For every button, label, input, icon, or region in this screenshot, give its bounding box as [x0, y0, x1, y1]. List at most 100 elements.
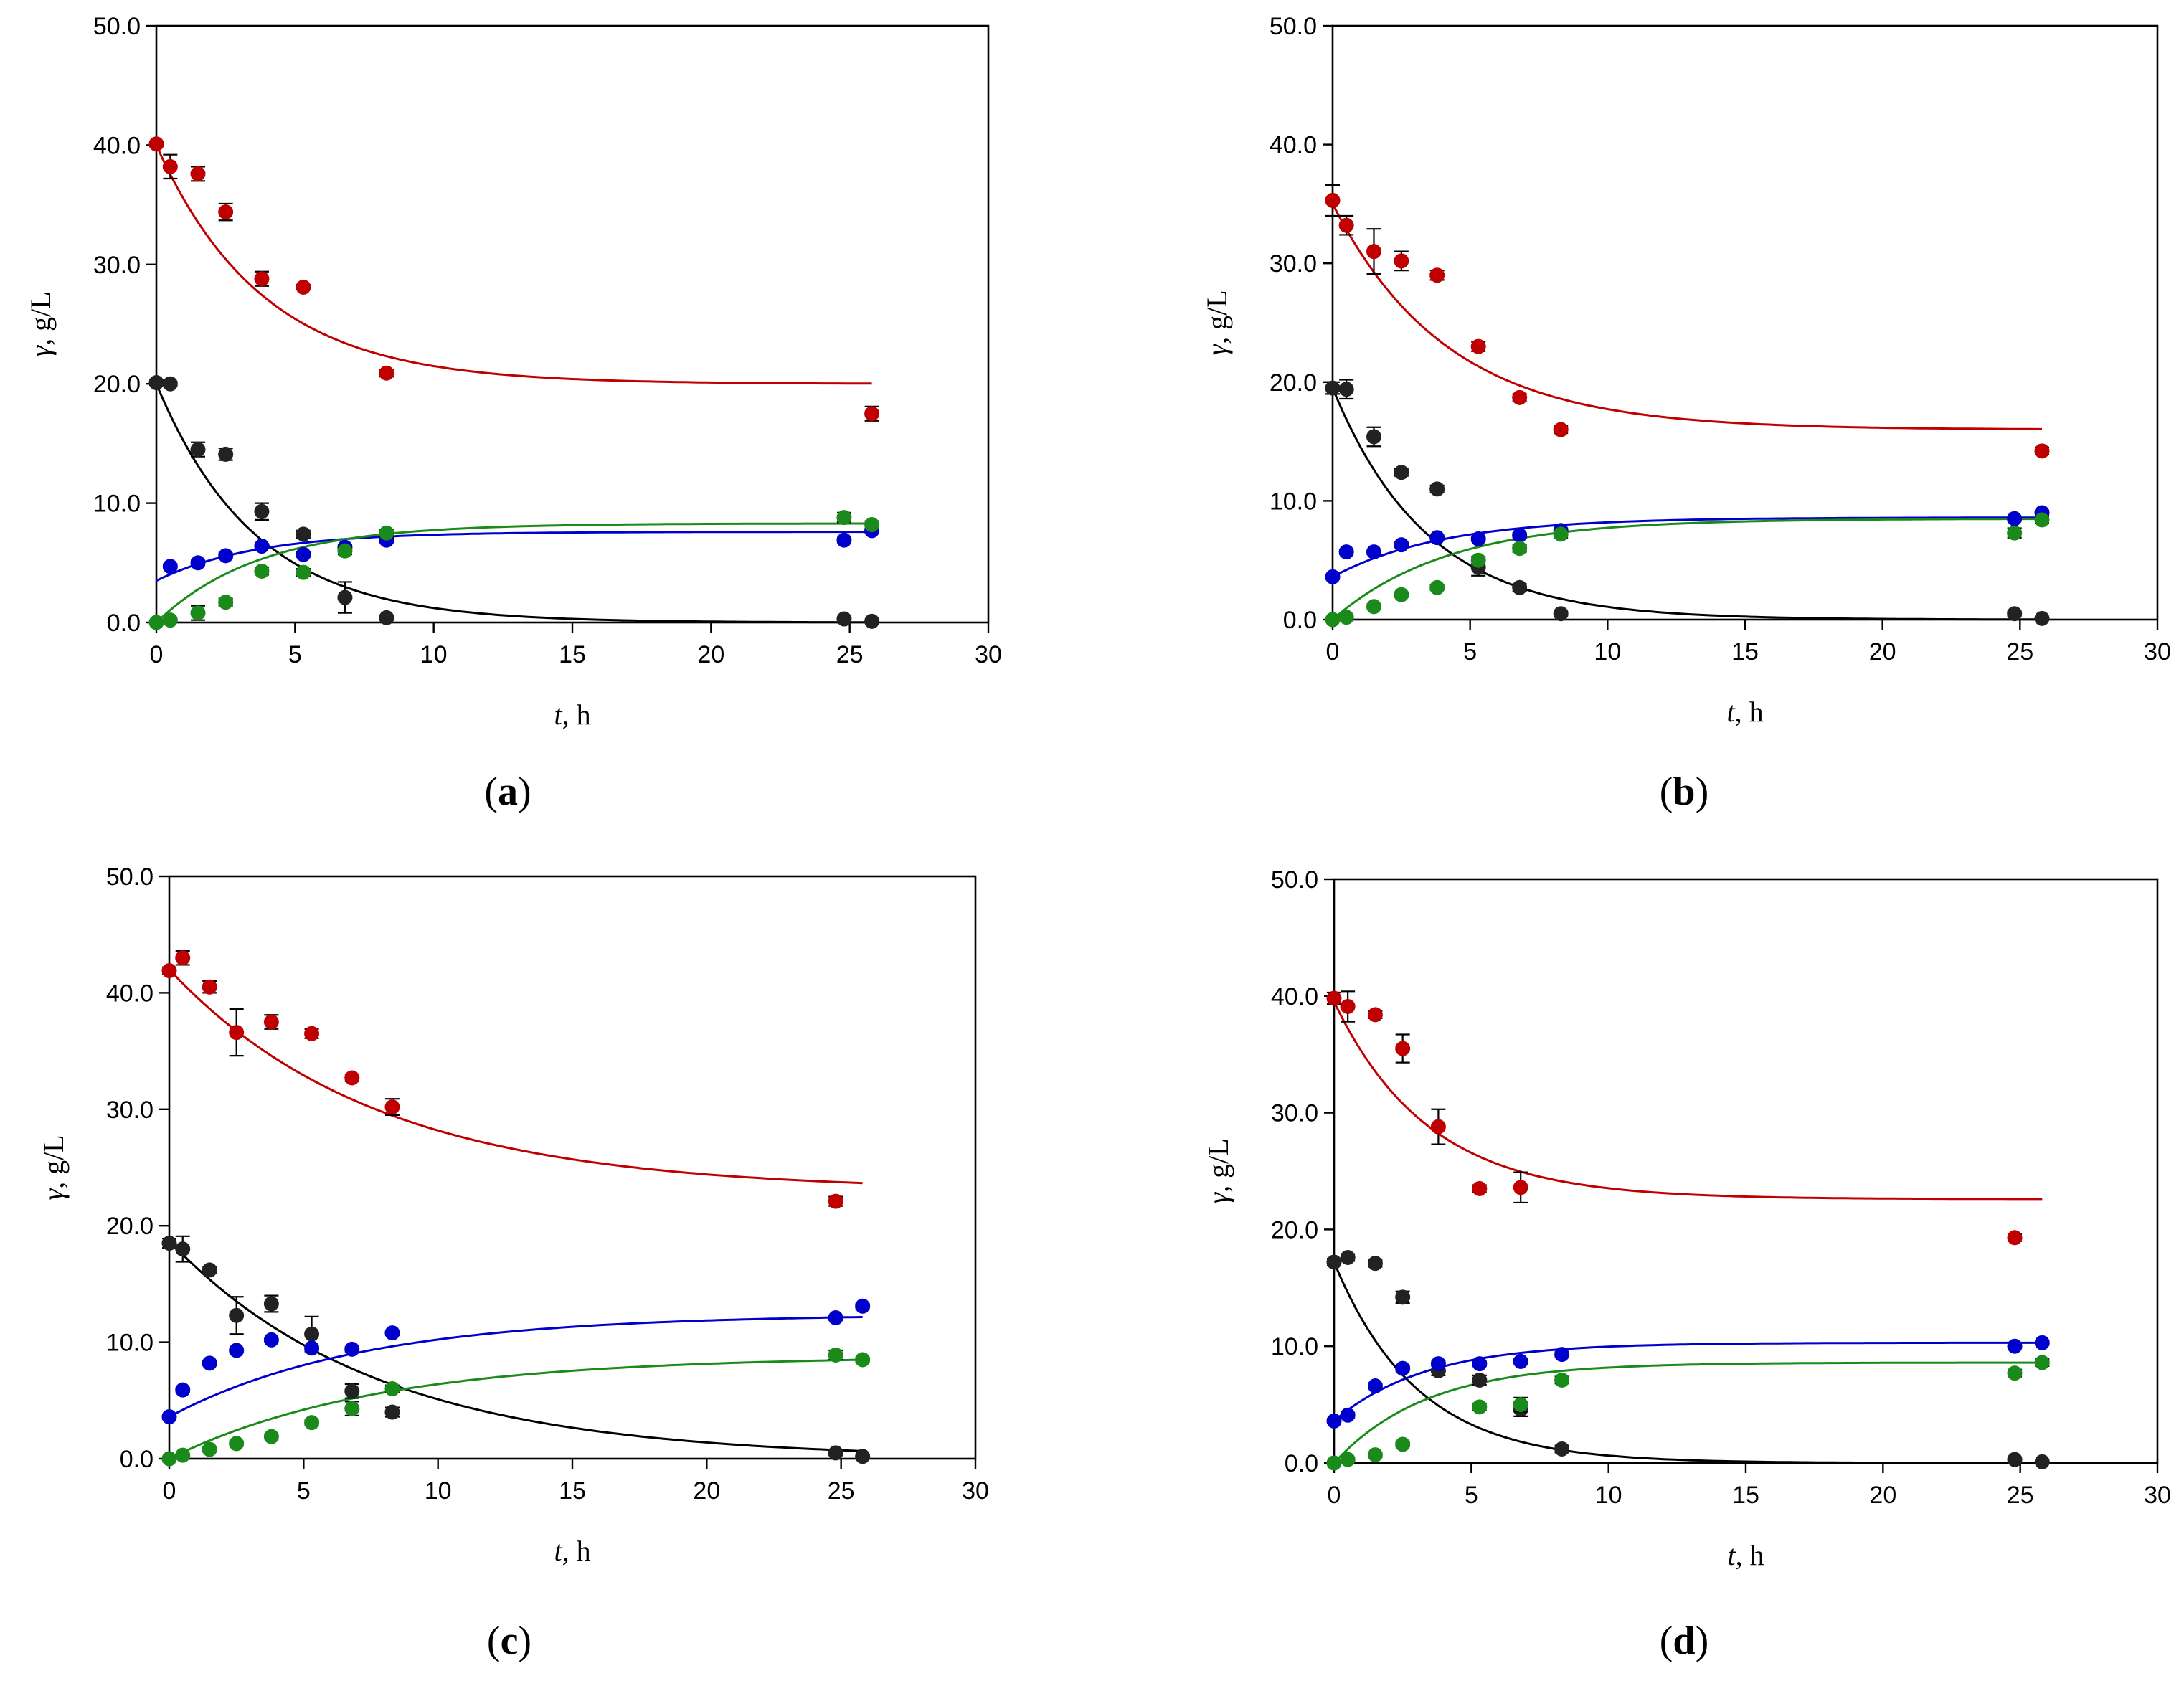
- data-point: [1394, 537, 1409, 553]
- data-point: [1554, 1441, 1570, 1457]
- data-point: [254, 271, 270, 287]
- data-point: [2034, 512, 2050, 528]
- data-point: [1325, 612, 1341, 628]
- data-point: [1394, 253, 1409, 269]
- x-tick-label: 0: [163, 1477, 176, 1505]
- data-point: [1429, 579, 1445, 595]
- data-point: [384, 1325, 400, 1341]
- x-axis-variable: t: [1727, 1539, 1736, 1571]
- data-point: [1429, 481, 1445, 497]
- x-tick-label: 20: [697, 641, 724, 668]
- data-point: [1340, 1452, 1356, 1467]
- data-point: [1395, 1041, 1411, 1056]
- panel-tag: (d): [1660, 1619, 1708, 1663]
- x-tick-label: 20: [1869, 1482, 1896, 1509]
- plot-area: [168, 875, 977, 1460]
- x-tick-label: 0: [1326, 638, 1340, 666]
- data-point: [344, 1383, 360, 1399]
- x-tick-label: 5: [1463, 638, 1477, 666]
- data-point: [2007, 606, 2023, 622]
- y-tick-label: 40.0: [1271, 983, 1318, 1010]
- data-point: [1512, 579, 1528, 595]
- data-point: [229, 1307, 245, 1323]
- data-point: [864, 517, 880, 533]
- data-point: [1394, 587, 1409, 602]
- x-tick-label: 10: [1594, 638, 1621, 666]
- panel-tag: (c): [487, 1619, 531, 1663]
- y-tick-label: 0.0: [1283, 607, 1317, 634]
- data-point: [161, 1409, 177, 1425]
- x-tick-label: 5: [1465, 1482, 1478, 1509]
- x-tick-label: 15: [1732, 1482, 1759, 1509]
- data-point: [1394, 465, 1409, 480]
- data-point: [384, 1099, 400, 1115]
- data-point: [379, 365, 394, 381]
- y-tick-label: 50.0: [93, 13, 141, 40]
- data-point: [202, 979, 217, 995]
- data-point: [202, 1262, 217, 1278]
- x-tick-label: 30: [2144, 638, 2171, 666]
- data-point: [1325, 380, 1341, 396]
- data-point: [162, 158, 178, 174]
- y-tick-label: 30.0: [1271, 1100, 1318, 1127]
- data-point: [1338, 217, 1354, 233]
- data-point: [1366, 599, 1381, 615]
- panel-tag-close: ): [518, 770, 531, 814]
- data-point: [218, 595, 234, 610]
- panel-b: 0.0 10.0 20.0 30.0 40.0 50.0 0 5 10 15 20 25 30 t, h γ…: [1201, 13, 2171, 814]
- x-tick-label: 30: [975, 641, 1002, 668]
- x-axis-label: t, h: [1726, 696, 1763, 728]
- data-point: [828, 1445, 843, 1461]
- panel-tag-letter: d: [1673, 1619, 1695, 1663]
- fit-curve: [156, 531, 872, 582]
- data-point: [1429, 530, 1445, 546]
- y-tick-label: 10.0: [106, 1330, 153, 1357]
- data-point: [229, 1343, 245, 1358]
- fit-curve: [1333, 1341, 2043, 1422]
- data-point: [162, 376, 178, 392]
- data-point: [190, 442, 206, 458]
- data-point: [2007, 1365, 2023, 1381]
- data-point: [855, 1449, 871, 1464]
- panel-a: 0.0 10.0 20.0 30.0 40.0 50.0 0 5 10 15 20 25 30 t, h γ…: [24, 13, 1002, 814]
- data-point: [2007, 525, 2023, 541]
- data-point: [229, 1025, 245, 1041]
- y-tick-label: 10.0: [1270, 488, 1317, 515]
- x-tick-label: 25: [828, 1477, 855, 1505]
- panel-tag-close: ): [518, 1619, 531, 1663]
- x-tick-label: 0: [150, 641, 164, 668]
- data-point: [337, 589, 353, 605]
- data-point: [162, 559, 178, 574]
- x-axis-variable: t: [1726, 696, 1735, 728]
- data-point: [190, 605, 206, 621]
- y-tick-label: 40.0: [1270, 132, 1317, 159]
- data-point: [2034, 1355, 2050, 1370]
- data-point: [162, 612, 178, 628]
- data-point: [1340, 1407, 1356, 1423]
- data-point: [218, 204, 234, 220]
- x-tick-label: 5: [288, 641, 302, 668]
- data-point: [1470, 338, 1486, 354]
- data-point: [855, 1352, 871, 1368]
- fit-curve: [1333, 1001, 2043, 1201]
- x-tick-label: 10: [425, 1477, 452, 1505]
- data-point: [304, 1415, 320, 1431]
- y-tick-label: 0.0: [107, 610, 141, 637]
- data-point: [218, 446, 234, 462]
- data-point: [2034, 443, 2050, 459]
- data-point: [1553, 606, 1569, 622]
- fit-curve: [1333, 1261, 2043, 1464]
- data-point: [161, 1451, 177, 1467]
- panel-tag-close: ): [1696, 770, 1709, 814]
- y-tick-label: 0.0: [1285, 1450, 1318, 1477]
- y-axis-variable: γ: [24, 345, 57, 357]
- data-point: [836, 611, 852, 627]
- data-point: [229, 1436, 245, 1452]
- data-point: [263, 1014, 279, 1030]
- panel-tag: (b): [1660, 770, 1708, 814]
- data-point: [148, 615, 164, 630]
- x-tick-label: 30: [962, 1477, 989, 1505]
- x-tick-label: 15: [559, 641, 586, 668]
- x-axis-unit: , h: [1735, 696, 1764, 728]
